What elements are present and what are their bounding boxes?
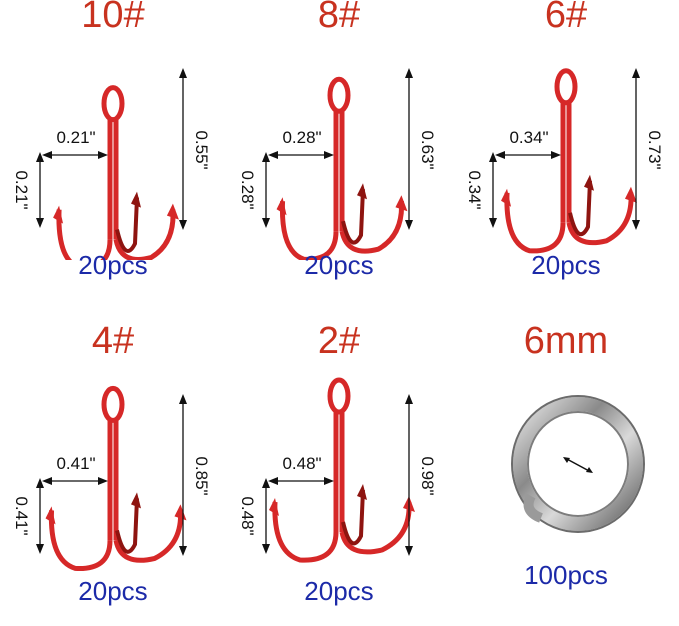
ring-size-label: 6mm [523, 320, 609, 362]
hook-gap-label: 0.28" [238, 170, 257, 209]
treble-hook-icon: 0.28" 0.28" 0.63" [238, 68, 437, 260]
hook-gap-label: 0.48" [238, 496, 257, 535]
hook-quantity-label: 20pcs [78, 250, 148, 280]
treble-hook-icon: 0.34" 0.34" 0.73" [465, 68, 664, 254]
hook-length-label: 0.55" [192, 130, 211, 169]
hook-gap-label: 0.34" [465, 170, 484, 209]
split-ring-icon [511, 395, 645, 533]
hook-length-label: 0.85" [192, 456, 211, 495]
hook-size-label: 4# [91, 320, 135, 362]
treble-hook-icon: 0.21" 0.21" 0.55" [12, 68, 211, 260]
hook-quantity-label: 20pcs [78, 576, 148, 606]
hook-length-label: 0.73" [645, 130, 664, 169]
hook-size-label: 2# [317, 320, 361, 362]
hook-width-label: 0.48" [282, 454, 321, 473]
hook-cell: 6# 0.34" 0.34" 0.73" 20pcs [453, 0, 679, 300]
ring-cell: 6mm 100pcs [453, 320, 679, 626]
hook-gap-label: 0.21" [12, 170, 31, 209]
treble-hook-icon: 0.41" 0.41" 0.85" [12, 385, 211, 571]
hook-cell: 10# 0.21" 0.21" 0.55" 20pcs [0, 0, 226, 300]
hook-width-label: 0.41" [56, 454, 95, 473]
hook-size-label: 8# [317, 0, 361, 36]
hook-width-label: 0.34" [509, 128, 548, 147]
hook-width-label: 0.21" [56, 128, 95, 147]
hook-width-label: 0.28" [282, 128, 321, 147]
hook-size-label: 10# [81, 0, 145, 36]
hook-quantity-label: 20pcs [531, 250, 601, 280]
treble-hook-icon: 0.48" 0.48" 0.98" [238, 377, 437, 563]
hook-quantity-label: 20pcs [304, 250, 374, 280]
hook-gap-label: 0.41" [12, 496, 31, 535]
hook-quantity-label: 20pcs [304, 576, 374, 606]
hook-length-label: 0.98" [418, 456, 437, 495]
hook-length-label: 0.63" [418, 130, 437, 169]
hook-size-label: 6# [544, 0, 588, 36]
hook-cell: 2# 0.48" 0.48" 0.98" 20pcs [226, 320, 452, 626]
ring-quantity-label: 100pcs [524, 560, 608, 590]
hook-cell: 8# 0.28" 0.28" 0.63" 20pcs [226, 0, 452, 300]
hook-cell: 4# 0.41" 0.41" 0.85" 20pcs [0, 320, 226, 626]
